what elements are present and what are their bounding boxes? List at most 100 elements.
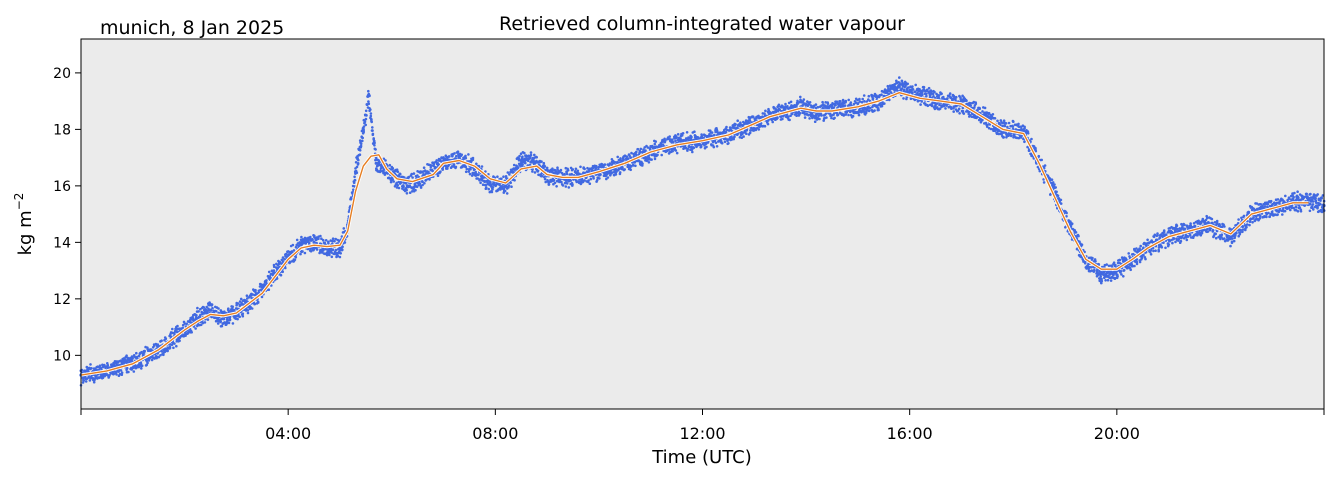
scatter-point [359,144,363,148]
scatter-point [408,191,412,194]
scatter-point [973,106,976,109]
plot-background [81,39,1324,409]
scatter-point [1089,266,1093,269]
scatter-point [712,145,716,149]
scatter-point [954,95,958,99]
scatter-point [238,315,241,319]
scatter-point [169,335,173,338]
scatter-point [1183,227,1187,231]
scatter-point [830,116,833,120]
scatter-point [358,139,362,142]
scatter-point [194,315,198,319]
scatter-point [391,167,395,170]
scatter-point [906,82,909,86]
scatter-point [170,343,174,347]
scatter-point [1017,122,1020,126]
scatter-point [540,174,544,178]
scatter-point [369,114,373,118]
scatter-point [618,171,622,174]
scatter-point [471,156,475,160]
scatter-point [267,270,271,274]
scatter-point [392,180,396,183]
scatter-point [1245,223,1249,226]
scatter-point [235,303,238,307]
scatter-point [321,238,325,242]
scatter-point [847,113,850,117]
scatter-point [564,185,568,188]
scatter-point [626,157,630,160]
scatter-point [422,166,426,169]
scatter-point [835,100,839,103]
scatter-point [1135,260,1139,264]
scatter-point [570,172,573,176]
scatter-point [1040,158,1043,162]
scatter-point [254,288,257,292]
scatter-point [555,185,558,188]
scatter-point [235,314,239,318]
scatter-point [808,117,811,120]
scatter-point [1179,239,1183,243]
scatter-point [1214,236,1218,240]
scatter-point [211,306,214,310]
scatter-point [656,153,659,157]
scatter-point [653,157,657,161]
scatter-point [745,129,749,132]
scatter-point [1238,231,1242,234]
scatter-point [502,175,505,178]
scatter-point [352,181,356,184]
scatter-point [439,160,443,163]
scatter-point [412,172,416,175]
scatter-point [1094,260,1097,263]
scatter-point [948,92,952,95]
scatter-point [446,167,449,170]
scatter-point [281,270,285,274]
scatter-point [714,141,718,145]
scatter-point [295,238,299,242]
scatter-point [914,83,917,87]
scatter-point [143,349,146,353]
scatter-point [120,371,124,375]
scatter-point [1120,273,1123,276]
scatter-point [246,311,250,315]
scatter-point [388,163,392,167]
scatter-point [616,155,619,159]
scatter-point [284,266,287,270]
scatter-point [922,85,926,89]
scatter-point [513,179,516,182]
scatter-point [952,110,955,113]
scatter-point [199,323,203,327]
scatter-point [87,376,90,379]
scatter-point [341,245,344,249]
scatter-point [367,100,370,103]
scatter-point [1127,252,1130,255]
scatter-point [132,370,136,373]
scatter-point [675,135,678,138]
scatter-point [1056,194,1060,198]
scatter-point [125,366,129,370]
scatter-point [880,93,883,96]
scatter-point [342,227,346,230]
scatter-point [1241,228,1245,231]
scatter-point [423,169,427,172]
scatter-point [84,380,88,383]
scatter-point [521,155,524,158]
scatter-point [521,163,524,166]
scatter-point [860,100,864,104]
scatter-point [184,334,187,337]
scatter-point [90,367,93,370]
scatter-point [531,170,534,173]
scatter-point [535,156,538,159]
scatter-point [647,161,651,164]
scatter-point [1091,256,1094,260]
scatter-point [334,237,338,241]
scatter-point [692,146,696,150]
scatter-point [595,164,598,168]
scatter-point [333,239,336,243]
scatter-point [1229,244,1232,248]
scatter-point [86,369,90,372]
scatter-point [231,305,234,309]
scatter-point [671,149,674,153]
scatter-point [175,344,178,348]
scatter-point [510,185,513,188]
scatter-point [241,312,245,316]
